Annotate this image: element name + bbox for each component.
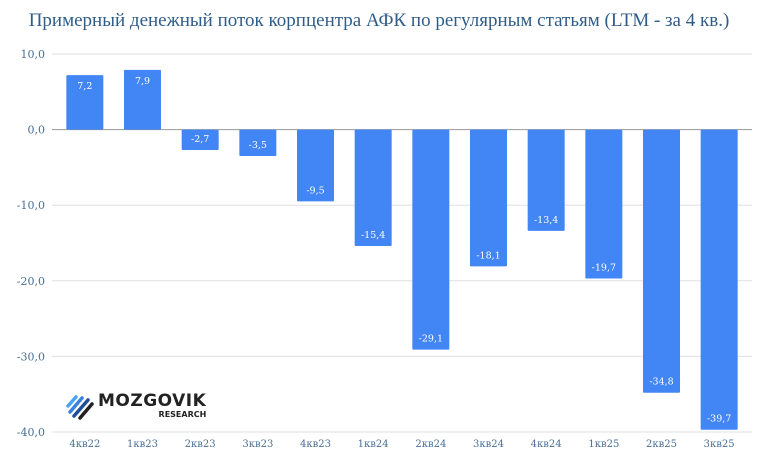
- bar: [700, 129, 738, 430]
- y-tick-label: 0,0: [28, 124, 46, 137]
- data-label: -34,8: [649, 377, 673, 388]
- x-tick-label: 2кв25: [646, 439, 677, 450]
- x-tick-label: 4кв23: [300, 439, 331, 450]
- y-tick-label: -10,0: [17, 199, 45, 212]
- x-tick-label: 1кв23: [127, 439, 158, 450]
- x-tick-label: 1кв25: [588, 439, 619, 450]
- x-tick-label: 4кв24: [531, 439, 562, 450]
- x-tick-label: 3кв25: [704, 439, 735, 450]
- logo-sub: RESEARCH: [158, 410, 207, 419]
- y-tick-label: 10,0: [21, 48, 46, 61]
- x-tick-label: 4кв22: [69, 439, 100, 450]
- x-tick-label: 2кв23: [185, 439, 216, 450]
- x-tick-label: 3кв24: [473, 439, 504, 450]
- bar: [527, 129, 565, 231]
- data-label: -39,7: [707, 414, 731, 425]
- bar: [470, 129, 507, 267]
- data-label: -13,4: [534, 215, 558, 226]
- logo-stripes-icon: [66, 394, 94, 420]
- logo-name: MOZGOVIK: [98, 391, 207, 411]
- data-label: -15,4: [361, 230, 385, 241]
- data-label: 7,2: [77, 81, 92, 92]
- mozgovik-logo: MOZGOVIK RESEARCH: [66, 393, 206, 420]
- bar: [585, 129, 623, 279]
- y-tick-label: -20,0: [17, 275, 45, 288]
- data-label: -9,5: [306, 185, 324, 196]
- y-tick-label: -40,0: [17, 426, 45, 439]
- chart-title: Примерный денежный поток корпцентра АФК …: [28, 10, 730, 31]
- data-label: -19,7: [592, 263, 616, 274]
- bar: [124, 69, 161, 130]
- data-label: -3,5: [249, 140, 267, 151]
- data-label: 7,9: [135, 76, 150, 87]
- x-tick-label: 1кв24: [358, 439, 389, 450]
- bar: [643, 129, 680, 393]
- data-label: -18,1: [476, 250, 500, 261]
- bar: [239, 129, 277, 157]
- data-label: -2,7: [191, 134, 209, 145]
- bar: [66, 75, 104, 130]
- x-tick-label: 2кв24: [415, 439, 446, 450]
- bar: [181, 129, 219, 151]
- y-tick-label: -30,0: [17, 350, 45, 363]
- bar: [354, 129, 392, 247]
- data-label: -29,1: [419, 334, 443, 345]
- bar: [297, 129, 334, 202]
- x-tick-label: 3кв23: [242, 439, 273, 450]
- bar: [412, 129, 450, 350]
